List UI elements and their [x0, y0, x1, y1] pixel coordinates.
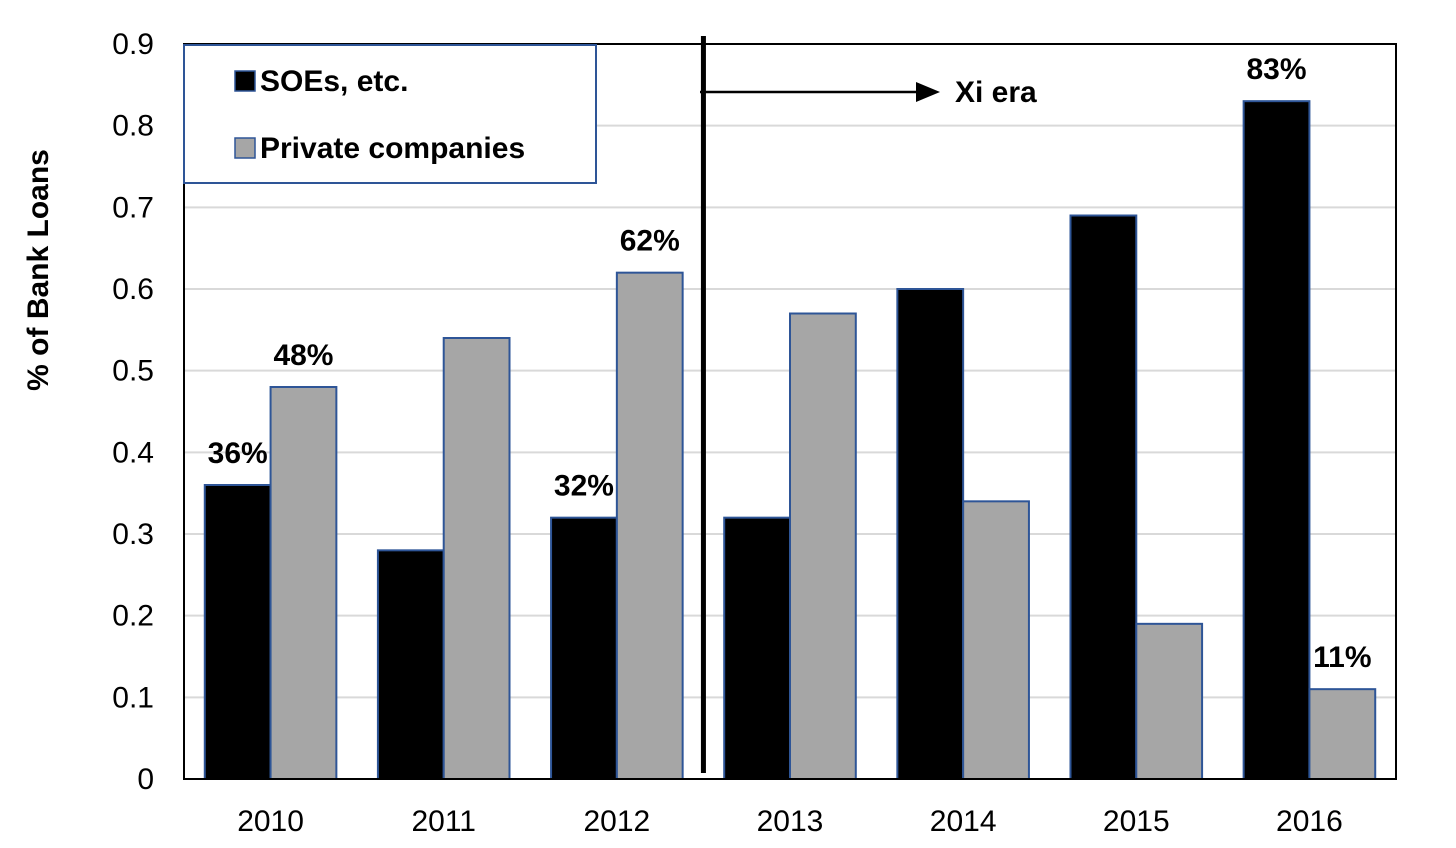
plot-frame [183, 43, 1397, 780]
legend-label-soes: SOEs, etc. [260, 65, 408, 98]
x-tick-label: 2013 [757, 805, 824, 838]
bar-soes-2014 [896, 288, 965, 780]
data-labels: 36% 48% 32% 62% 83% 11% [208, 53, 1372, 674]
bar-private-2012 [615, 271, 684, 780]
y-axis-ticks: 0 0.1 0.2 0.3 0.4 0.5 0.6 0.7 0.8 0.9 [112, 28, 154, 796]
xi-era-label: Xi era [955, 76, 1037, 109]
legend-box [183, 44, 597, 184]
bar-soes-2011 [376, 549, 445, 780]
y-tick-label: 0 [137, 763, 154, 796]
y-tick-label: 0.7 [112, 191, 154, 224]
x-tick-label: 2016 [1276, 805, 1343, 838]
x-tick-label: 2011 [411, 805, 476, 838]
plot-border [183, 43, 1397, 780]
x-tick-label: 2010 [237, 805, 304, 838]
legend-label-private: Private companies [260, 132, 525, 165]
data-label: 32% [554, 470, 614, 503]
data-label: 36% [208, 437, 268, 470]
bar-soes-2012 [550, 516, 618, 781]
legend-swatch-private [234, 137, 256, 159]
data-label: 48% [273, 339, 333, 372]
arrow-head-icon [916, 82, 940, 102]
xi-era-arrow [700, 82, 940, 102]
y-tick-label: 0.1 [112, 681, 154, 714]
y-tick-label: 0.6 [112, 273, 154, 306]
bars [203, 100, 1377, 781]
x-tick-label: 2014 [930, 805, 997, 838]
bar-private-2015 [1135, 622, 1204, 780]
bar-private-2016 [1308, 688, 1377, 781]
legend-swatch-soes [234, 70, 256, 92]
bar-private-2011 [442, 337, 511, 780]
bar-soes-2010 [203, 484, 272, 780]
data-label: 83% [1247, 53, 1307, 86]
y-tick-label: 0.2 [112, 600, 154, 633]
y-tick-label: 0.4 [112, 436, 154, 469]
data-label: 62% [620, 225, 680, 258]
bar-soes-2015 [1069, 214, 1138, 780]
bar-private-2014 [962, 500, 1030, 780]
data-label: 11% [1313, 641, 1371, 674]
y-tick-label: 0.8 [112, 110, 154, 143]
x-tick-label: 2015 [1103, 805, 1170, 838]
y-tick-label: 0.3 [112, 518, 154, 551]
bar-private-2010 [269, 386, 338, 780]
y-tick-label: 0.9 [112, 28, 154, 61]
y-axis-title: % of Bank Loans [22, 149, 55, 391]
bar-soes-2013 [723, 516, 791, 781]
x-axis-ticks: 2010 2011 2012 2013 2014 2015 2016 [237, 805, 1343, 838]
legend: SOEs, etc. Private companies [183, 44, 597, 184]
bar-soes-2016 [1242, 100, 1311, 780]
bar-private-2013 [789, 312, 857, 780]
x-tick-label: 2012 [583, 805, 650, 838]
y-tick-label: 0.5 [112, 355, 154, 388]
